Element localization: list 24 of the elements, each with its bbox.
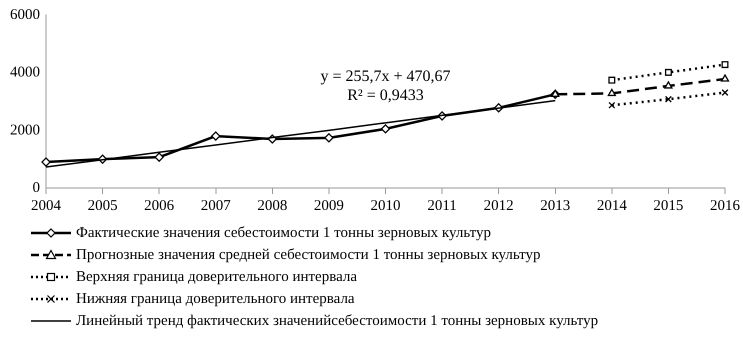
x-tick-label: 2013 [540,198,570,214]
y-tick-label: 2000 [10,122,40,138]
annotation: R² = 0,9433 [347,87,424,104]
x-tick-label: 2009 [314,198,344,214]
y-tick-label: 0 [32,180,40,196]
x-tick-label: 2004 [31,198,62,214]
x-tick-label: 2016 [710,198,740,214]
annotation: y = 255,7x + 470,67 [320,68,451,86]
legend-label: Прогнозные значения средней себестоимости 1 тонны зерновых культур [76,246,540,264]
x-tick-label: 2005 [88,198,118,214]
x-tick-label: 2008 [257,198,288,214]
legend-label: Линейный тренд фактических значенийсебестоимости 1 тонны зерновых культур [76,312,598,330]
x-tick-label: 2015 [653,198,684,214]
legend-label: Нижняя граница доверительного интервала [76,290,355,308]
x-tick-label: 2011 [427,198,457,214]
y-tick-label: 4000 [10,64,40,81]
x-tick-label: 2006 [144,198,175,214]
x-tick-label: 2010 [370,198,400,214]
x-tick-label: 2014 [596,198,628,214]
legend-label: Фактические значения себестоимости 1 тонны зерновых культур [76,224,491,242]
x-tick-label: 2007 [200,198,232,214]
y-tick-label: 6000 [10,6,40,23]
x-tick-label: 2012 [484,198,514,214]
legend-label: Верхняя граница доверительного интервала [76,268,358,286]
